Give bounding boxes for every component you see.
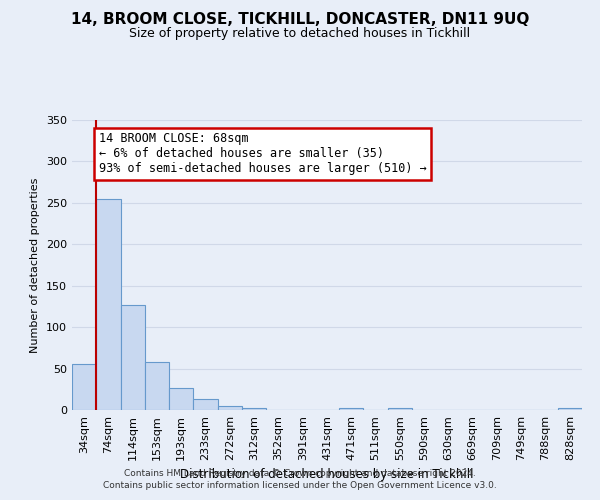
Bar: [145, 362, 169, 410]
Text: Size of property relative to detached houses in Tickhill: Size of property relative to detached ho…: [130, 28, 470, 40]
Bar: [72, 364, 96, 410]
Bar: [558, 408, 582, 410]
Bar: [388, 408, 412, 410]
Text: 14, BROOM CLOSE, TICKHILL, DONCASTER, DN11 9UQ: 14, BROOM CLOSE, TICKHILL, DONCASTER, DN…: [71, 12, 529, 28]
Bar: [121, 305, 145, 410]
Bar: [169, 388, 193, 410]
Text: Contains HM Land Registry data © Crown copyright and database right 2024.: Contains HM Land Registry data © Crown c…: [124, 468, 476, 477]
Bar: [242, 408, 266, 410]
Text: Contains public sector information licensed under the Open Government Licence v3: Contains public sector information licen…: [103, 481, 497, 490]
Bar: [96, 198, 121, 410]
Y-axis label: Number of detached properties: Number of detached properties: [31, 178, 40, 352]
Text: 14 BROOM CLOSE: 68sqm
← 6% of detached houses are smaller (35)
93% of semi-detac: 14 BROOM CLOSE: 68sqm ← 6% of detached h…: [99, 132, 427, 176]
X-axis label: Distribution of detached houses by size in Tickhill: Distribution of detached houses by size …: [180, 468, 474, 481]
Bar: [193, 399, 218, 410]
Bar: [218, 406, 242, 410]
Bar: [339, 408, 364, 410]
